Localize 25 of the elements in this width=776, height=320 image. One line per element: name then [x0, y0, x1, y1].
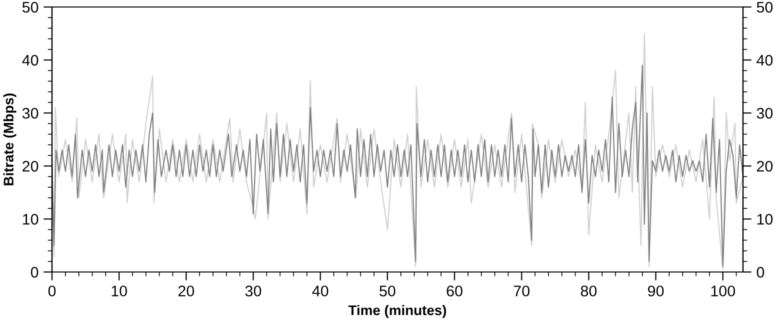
- x-tick-label: 30: [245, 286, 262, 296]
- x-tick-label: 100: [711, 286, 736, 296]
- y-tick-label: 40: [22, 54, 38, 66]
- y-tick-label: 20: [22, 160, 38, 172]
- x-axis-title: Time (minutes): [348, 304, 446, 318]
- y-tick-label: 50: [22, 2, 38, 13]
- x-tick-label: 60: [446, 286, 462, 296]
- y-tick-label: 30: [22, 108, 38, 119]
- y2-tick-label: 10: [757, 214, 773, 225]
- x-tick-label: 80: [580, 286, 597, 296]
- x-tick-label: 50: [380, 286, 396, 296]
- x-tick-label: 0: [48, 286, 56, 296]
- y2-tick-label: 40: [756, 54, 773, 66]
- y-tick-label: 10: [22, 214, 38, 225]
- x-tick-label: 40: [312, 286, 328, 296]
- y2-tick-label: 30: [756, 108, 773, 119]
- y2-tick-label: 50: [756, 2, 773, 13]
- x-tick-label: 20: [178, 286, 194, 296]
- y-tick-label: 0: [30, 266, 38, 278]
- x-tick-label: 90: [648, 286, 664, 296]
- y2-tick-label: 0: [756, 266, 764, 278]
- y2-tick-label: 20: [756, 160, 773, 172]
- y-axis-title: Bitrate (Mbps): [3, 94, 16, 186]
- x-tick-label: 70: [514, 286, 530, 296]
- x-tick-label: 10: [112, 286, 127, 296]
